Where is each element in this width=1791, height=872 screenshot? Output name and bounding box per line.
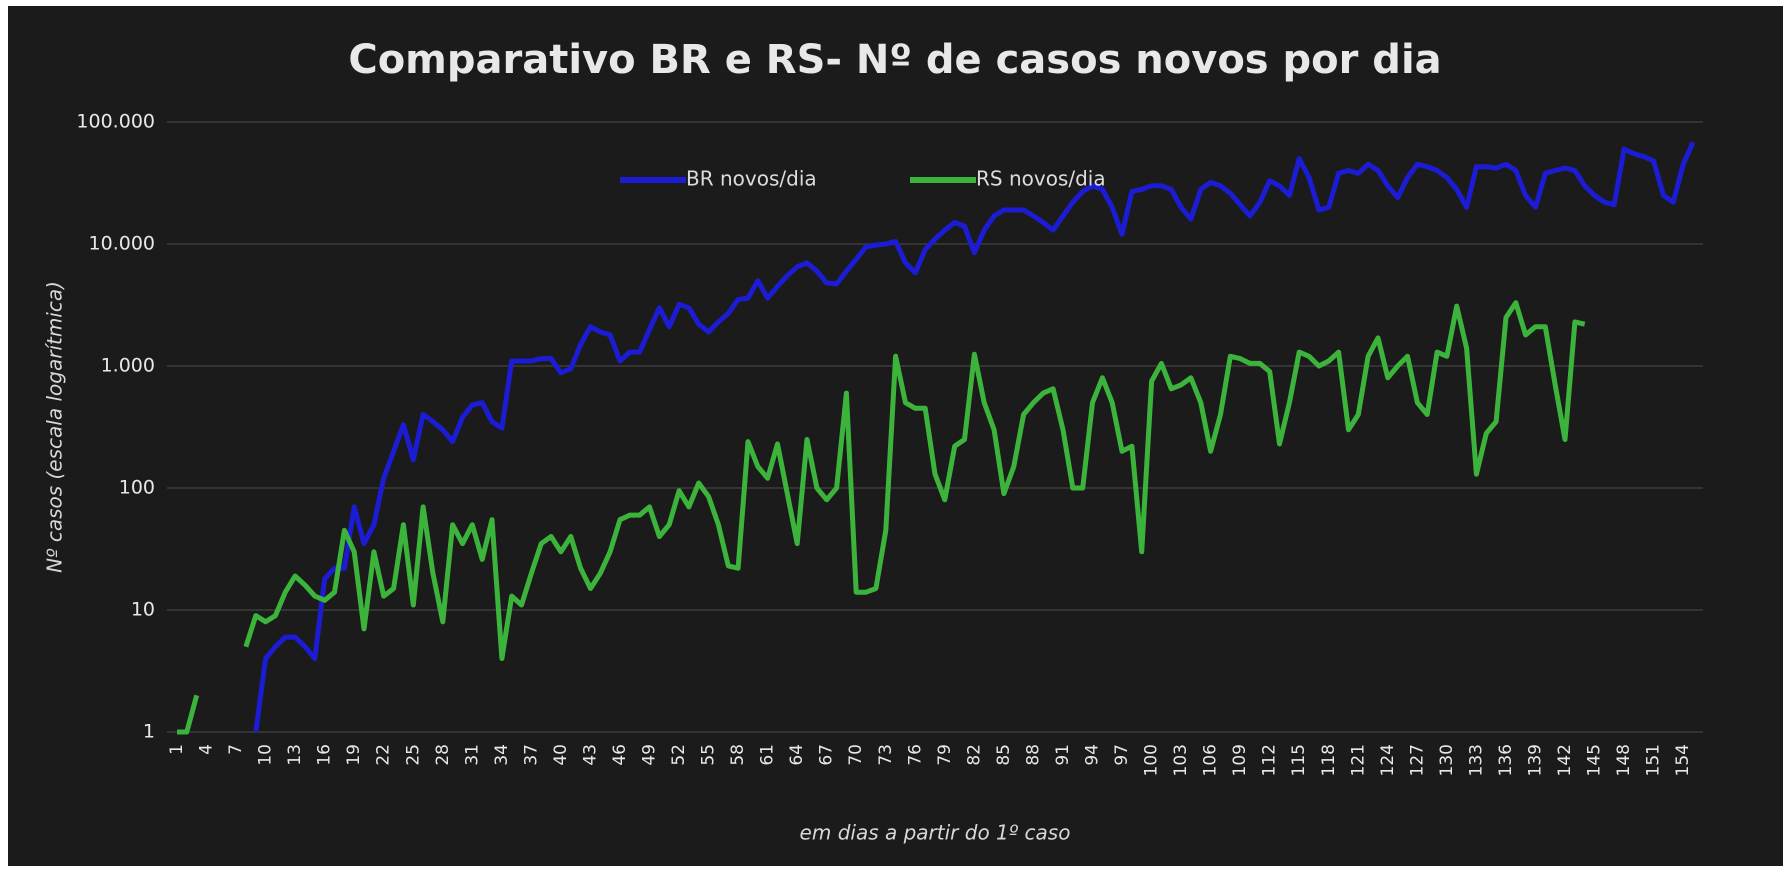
x-tick-label: 22: [374, 744, 394, 766]
x-tick-label: 151: [1644, 744, 1664, 776]
x-tick-label: 130: [1437, 744, 1457, 776]
y-tick-label: 1: [143, 721, 155, 743]
x-tick-label: 112: [1260, 744, 1280, 776]
x-tick-label: 82: [964, 744, 984, 766]
x-tick-label: 73: [876, 744, 896, 766]
x-tick-label: 55: [699, 744, 719, 766]
x-tick-label: 49: [640, 744, 660, 766]
x-tick-label: 52: [669, 744, 689, 766]
x-tick-label: 115: [1289, 744, 1309, 776]
x-tick-label: 139: [1525, 744, 1545, 776]
x-tick-label: 94: [1083, 744, 1103, 766]
x-tick-label: 109: [1230, 744, 1250, 776]
data-line: [177, 300, 1586, 735]
data-line: [253, 141, 1696, 733]
x-tick-label: 67: [817, 744, 837, 766]
x-tick-label: 88: [1023, 744, 1043, 766]
x-tick-label: 43: [580, 744, 600, 766]
y-tick-label: 100.000: [76, 111, 155, 133]
x-tick-label: 127: [1407, 744, 1427, 776]
legend-label: RS novos/dia: [976, 167, 1106, 191]
x-tick-label: 103: [1171, 744, 1191, 776]
x-tick-label: 97: [1112, 744, 1132, 766]
x-tick-label: 154: [1673, 744, 1693, 776]
x-tick-label: 118: [1319, 744, 1339, 776]
x-axis-label: em dias a partir do 1º caso: [800, 821, 1071, 845]
x-tick-label: 34: [492, 744, 512, 766]
x-tick-label: 64: [787, 744, 807, 766]
x-tick-label: 142: [1555, 744, 1575, 776]
x-tick-label: 58: [728, 744, 748, 766]
x-tick-label: 37: [521, 744, 541, 766]
x-tick-label: 4: [197, 744, 217, 755]
y-axis-label: Nº casos (escala logarítmica): [43, 281, 67, 573]
y-tick-label: 100: [119, 477, 155, 499]
x-tick-label: 79: [935, 744, 955, 766]
x-tick-label: 28: [433, 744, 453, 766]
x-tick-label: 133: [1466, 744, 1486, 776]
x-tick-label: 31: [462, 744, 482, 766]
y-tick-label: 10.000: [89, 233, 155, 255]
x-tick-label: 7: [226, 744, 246, 755]
x-tick-label: 70: [846, 744, 866, 766]
x-tick-label: 106: [1201, 744, 1221, 776]
x-tick-label: 40: [551, 744, 571, 766]
chart-title: Comparativo BR e RS- Nº de casos novos p…: [348, 37, 1441, 83]
x-tick-label: 76: [905, 744, 925, 766]
x-tick-label: 25: [403, 744, 423, 766]
x-tick-label: 145: [1585, 744, 1605, 776]
x-tick-label: 91: [1053, 744, 1073, 766]
x-tick-label: 10: [256, 744, 276, 766]
x-tick-label: 13: [285, 744, 305, 766]
x-tick-label: 1: [167, 744, 187, 755]
x-tick-label: 100: [1142, 744, 1162, 776]
x-tick-label: 46: [610, 744, 630, 766]
x-tick-label: 19: [344, 744, 364, 766]
x-tick-label: 124: [1378, 744, 1398, 776]
x-tick-label: 16: [315, 744, 335, 766]
y-tick-label: 1.000: [101, 355, 155, 377]
x-tick-label: 148: [1614, 744, 1634, 776]
x-tick-label: 85: [994, 744, 1014, 766]
x-tick-label: 136: [1496, 744, 1516, 776]
x-tick-label: 121: [1348, 744, 1368, 776]
y-tick-label: 10: [131, 599, 155, 621]
x-tick-label: 61: [758, 744, 778, 766]
chart-background: [8, 6, 1783, 866]
legend-label: BR novos/dia: [686, 167, 817, 191]
